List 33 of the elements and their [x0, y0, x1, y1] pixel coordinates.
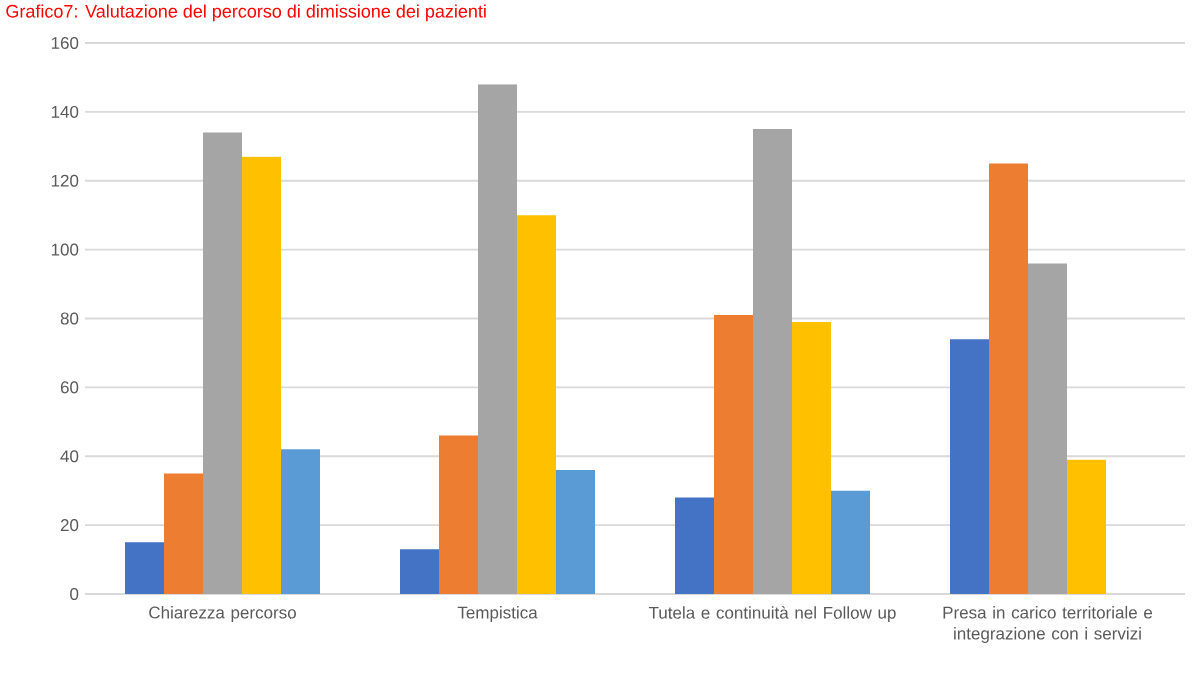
x-tick-label: Presa in carico territoriale e integrazione con i servizi [943, 606, 1153, 643]
bar [1028, 263, 1067, 594]
bar [556, 470, 595, 594]
y-tick-label: 100 [51, 243, 79, 256]
y-tick-label: 140 [51, 105, 79, 118]
bar [281, 449, 320, 594]
bar [714, 315, 753, 594]
x-tick-label: Chiarezza percorso [149, 606, 296, 622]
bar [517, 215, 556, 594]
bar [400, 549, 440, 594]
bar [478, 84, 517, 594]
bar [989, 163, 1028, 594]
y-tick-label: 80 [60, 312, 79, 325]
y-tick-label: 120 [51, 174, 79, 187]
bar [1067, 459, 1106, 594]
bar [203, 132, 242, 594]
x-tick-label: Tutela e continuità nel Follow up [648, 606, 896, 623]
bar [675, 497, 715, 594]
bar [753, 129, 792, 594]
y-tick-label: 20 [60, 519, 79, 532]
chart-title: Grafico7: Valutazione del percorso di dimissione dei pazienti [6, 4, 486, 22]
y-tick-label: 60 [60, 381, 79, 394]
bar [164, 473, 203, 594]
bar [950, 339, 989, 594]
bar [831, 490, 870, 594]
y-tick-label: 0 [70, 588, 79, 601]
bar [125, 542, 165, 594]
bar [439, 435, 478, 594]
x-tick-label: Tempistica [457, 606, 538, 622]
bar [792, 321, 831, 594]
y-tick-label: 40 [60, 450, 79, 463]
bar [242, 156, 281, 594]
y-tick-label: 160 [51, 37, 79, 50]
